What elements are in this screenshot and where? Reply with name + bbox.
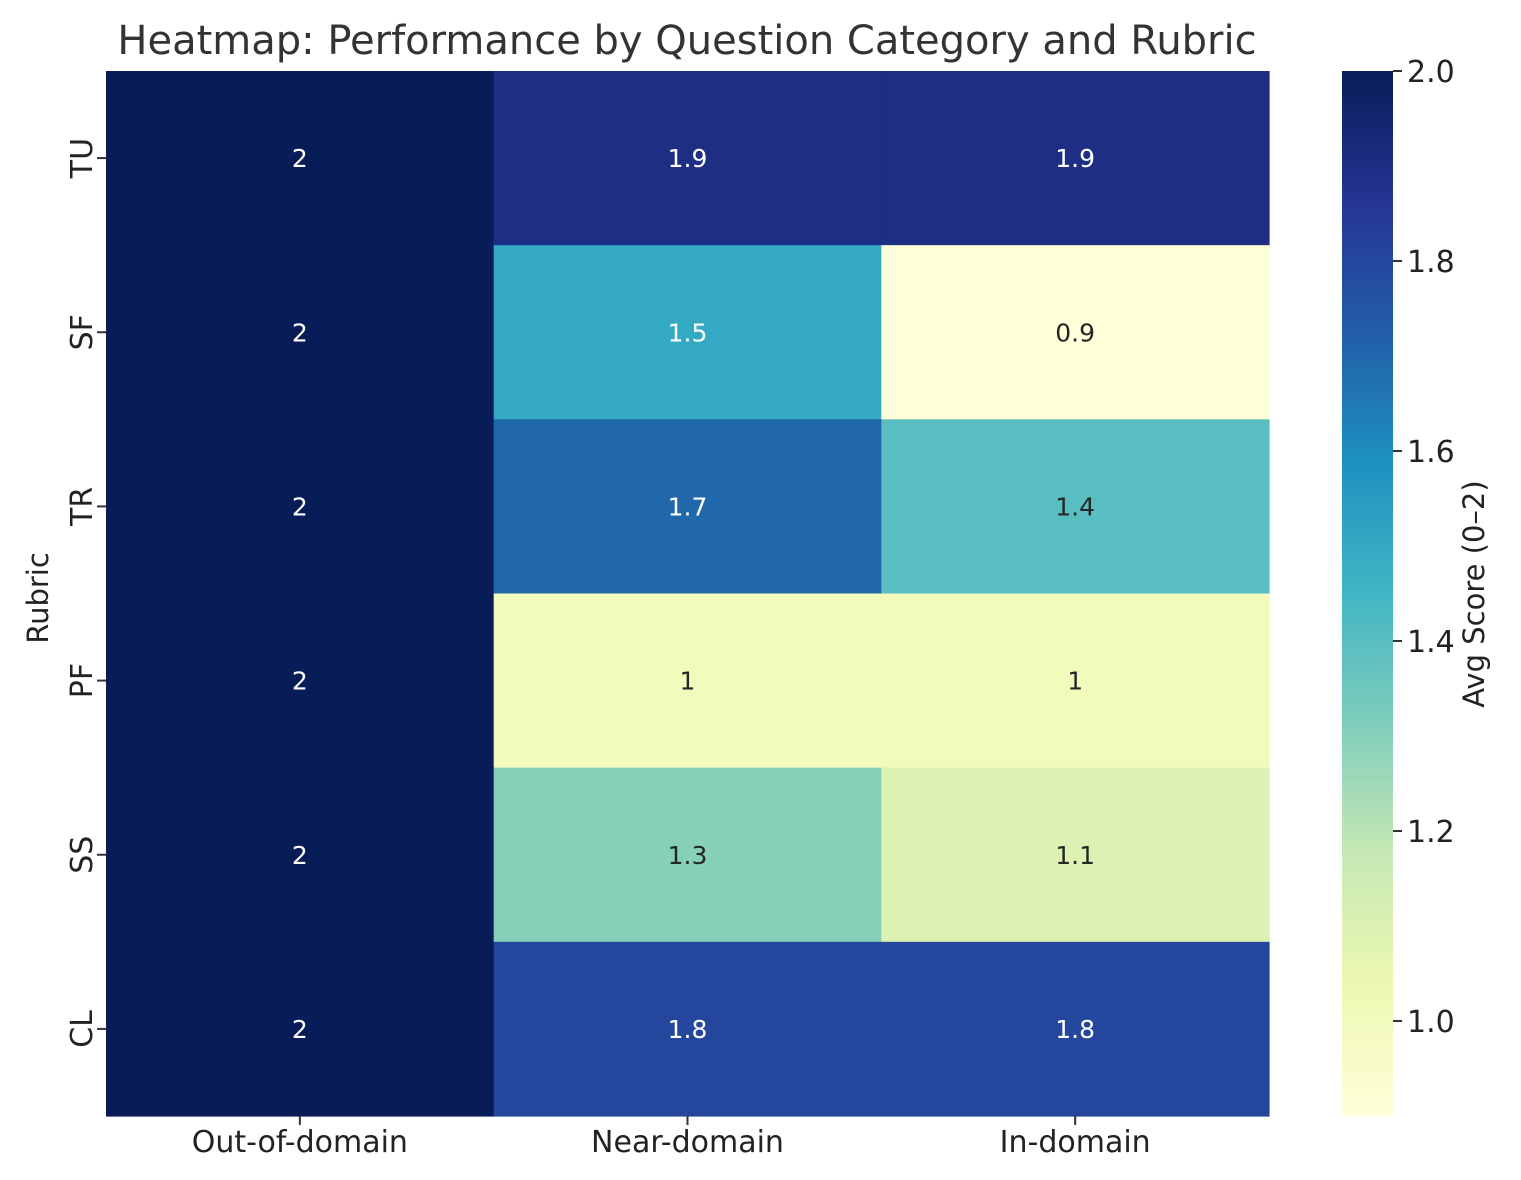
heatmap-cell — [881, 767, 1270, 943]
heatmap-cell — [881, 245, 1270, 420]
y-tick-label: TU — [65, 138, 100, 179]
heatmap-cell-label: 1 — [680, 667, 696, 696]
heatmap-cell-label: 2 — [292, 841, 308, 870]
colorbar-label: Avg Score (0–2) — [1457, 480, 1491, 707]
heatmap-cell-label: 1.7 — [668, 492, 708, 521]
heatmap-cell — [881, 941, 1270, 1117]
heatmap-cell-label: 2 — [292, 492, 308, 521]
colorbar-tick-label: 1.2 — [1407, 815, 1455, 850]
y-tick-label: CL — [65, 1010, 100, 1048]
heatmap-cell-labels: 2 1.9 1.9 2 1.5 0.9 2 1.7 1.4 2 1 1 2 1.3 1.1 2 1.8 1.8 — [292, 144, 1095, 1044]
heatmap-cell-label: 2 — [292, 667, 308, 696]
heatmap-cell — [493, 71, 882, 246]
colorbar-tick-label: 1.4 — [1407, 625, 1455, 660]
heatmap-cell — [493, 941, 882, 1117]
colorbar-gradient — [1342, 71, 1393, 1116]
colorbar-tick-label: 1.6 — [1407, 435, 1455, 470]
heatmap-cell-label: 2 — [292, 318, 308, 347]
heatmap-cell — [106, 941, 495, 1117]
heatmap-cell-label: 1.9 — [1055, 144, 1095, 173]
heatmap-cell-label: 1.8 — [668, 1015, 708, 1044]
y-axis-label: Rubric — [21, 552, 55, 644]
colorbar-tick-label: 1.8 — [1407, 245, 1455, 280]
heatmap-cell-label: 1.5 — [668, 318, 708, 347]
y-tick-label: SS — [65, 836, 100, 874]
heatmap-cell — [106, 245, 495, 420]
y-tick-label: PF — [65, 663, 100, 698]
heatmap-cell — [106, 71, 495, 246]
heatmap-cell — [106, 767, 495, 943]
heatmap-cell-label: 1.9 — [668, 144, 708, 173]
colorbar-ticks: 1.0 1.2 1.4 1.6 1.8 2.0 — [1393, 55, 1455, 1040]
heatmap-cells — [106, 71, 1270, 1117]
colorbar-tick-label: 2.0 — [1407, 55, 1455, 90]
x-tick-label: In-domain — [1000, 1125, 1151, 1160]
colorbar-tick-label: 1.0 — [1407, 1005, 1455, 1040]
heatmap-cell — [106, 419, 495, 595]
heatmap-cell — [881, 593, 1270, 769]
x-tick-label: Out-of-domain — [192, 1125, 408, 1160]
heatmap-cell-label: 1.1 — [1055, 841, 1095, 870]
x-axis: Out-of-domain Near-domain In-domain — [192, 1116, 1151, 1160]
heatmap-cell-label: 0.9 — [1055, 318, 1095, 347]
y-tick-label: TR — [65, 487, 100, 527]
heatmap-cell-label: 1.8 — [1055, 1015, 1095, 1044]
heatmap-cell-label: 2 — [292, 144, 308, 173]
heatmap-cell-label: 1.4 — [1055, 492, 1095, 521]
x-tick-label: Near-domain — [591, 1125, 784, 1160]
heatmap-cell — [106, 593, 495, 769]
y-axis: TU SF TR PF SS CL — [65, 138, 106, 1048]
heatmap-cell — [881, 71, 1270, 246]
heatmap-cell — [493, 245, 882, 420]
heatmap-cell — [493, 593, 882, 769]
heatmap-cell — [493, 419, 882, 595]
heatmap-cell — [881, 419, 1270, 595]
heatmap-cell — [493, 767, 882, 943]
y-tick-label: SF — [65, 314, 100, 350]
heatmap-cell-label: 2 — [292, 1015, 308, 1044]
colorbar: 1.0 1.2 1.4 1.6 1.8 2.0 Avg Score (0–2) — [1342, 55, 1491, 1116]
chart-title: Heatmap: Performance by Question Categor… — [117, 18, 1256, 64]
heatmap-cell-label: 1.3 — [668, 841, 708, 870]
heatmap-cell-label: 1 — [1067, 667, 1083, 696]
